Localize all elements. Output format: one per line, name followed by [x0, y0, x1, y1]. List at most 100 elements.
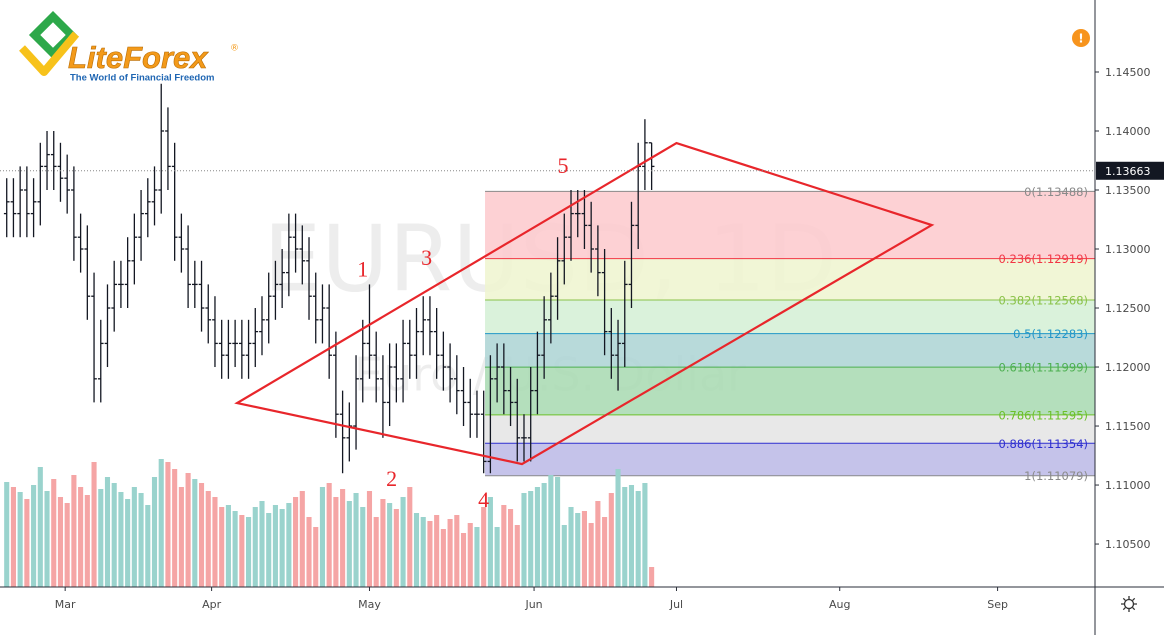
last-price-label: 1.13663 — [1105, 165, 1151, 178]
volume-bar — [434, 515, 440, 587]
volume-bar — [460, 533, 467, 587]
y-tick-label: 1.14500 — [1105, 66, 1151, 79]
volume-bar — [548, 475, 554, 587]
fib-band — [485, 258, 1095, 300]
volume-bar — [252, 507, 258, 587]
alert-circle[interactable] — [1072, 29, 1090, 47]
x-tick-label: Aug — [829, 598, 850, 611]
fib-level-label: 0.886(1.11354) — [999, 437, 1088, 451]
volume-bar — [10, 487, 16, 587]
volume-bar — [346, 501, 352, 587]
volume-bar — [57, 497, 64, 587]
y-tick-label: 1.10500 — [1105, 538, 1151, 551]
volume-bar — [420, 517, 426, 587]
volume-bar — [4, 482, 10, 587]
volume-bar — [602, 517, 608, 587]
volume-bar — [17, 492, 23, 587]
volume-bar — [649, 567, 655, 587]
volume-bar — [185, 473, 191, 587]
diamond-pattern — [234, 141, 935, 466]
volume-bar — [78, 487, 84, 587]
volume-bar — [125, 499, 131, 587]
settings-button[interactable] — [1121, 596, 1137, 612]
fib-band — [485, 299, 1095, 334]
settings-spokes[interactable] — [1121, 596, 1137, 612]
volume-bar — [521, 493, 527, 587]
volume-bar — [373, 517, 379, 587]
x-tick-label: May — [358, 598, 381, 611]
volume-bar — [145, 505, 151, 587]
logo-mark: ® — [230, 44, 239, 54]
fib-band — [485, 333, 1095, 368]
volume-bar — [279, 509, 285, 587]
x-tick-label: Jun — [524, 598, 542, 611]
wave-label: 2 — [386, 466, 397, 491]
volume-bar — [319, 487, 326, 587]
volume-bar — [360, 507, 366, 587]
volume-bar — [104, 477, 111, 587]
volume-bar — [272, 505, 278, 587]
volume-bar — [299, 491, 305, 587]
volume-bar — [98, 489, 104, 587]
volume-bar — [561, 525, 567, 587]
volume-bar — [24, 499, 30, 587]
volume-bar — [286, 503, 292, 587]
volume-bar — [440, 529, 446, 587]
volume-bar — [393, 509, 399, 587]
alert-icon[interactable]: ! — [1072, 29, 1090, 47]
wave-label: 5 — [557, 153, 568, 178]
fib-band — [485, 414, 1095, 444]
volume-bar — [118, 492, 124, 587]
alert-text[interactable]: ! — [1078, 32, 1083, 46]
volume-bar — [534, 487, 540, 587]
volume-bar — [487, 497, 493, 587]
logo-tagline: The World of Financial Freedom — [70, 73, 214, 84]
volume-bar — [622, 487, 628, 587]
x-tick-label: Apr — [202, 598, 222, 611]
volume-bar — [212, 497, 218, 587]
volume-bar — [266, 513, 272, 587]
volume-bar — [628, 485, 635, 587]
volume-bar — [608, 493, 614, 587]
volume-bar — [64, 503, 70, 587]
logo-check — [19, 31, 80, 76]
volume-bar — [447, 519, 453, 587]
x-tick-label: Mar — [55, 598, 76, 611]
volume-bar — [225, 505, 231, 587]
volume-bar — [138, 493, 144, 587]
fib-level-label: 1(1.11079) — [1024, 469, 1088, 483]
wave-label: 3 — [421, 245, 432, 270]
volume-bar — [568, 507, 574, 587]
volume-bar — [541, 483, 547, 587]
volume-bar — [366, 491, 373, 587]
volume-bar — [151, 477, 158, 587]
fib-level-label: 0.618(1.11999) — [999, 361, 1088, 375]
last-price-box — [1096, 161, 1164, 180]
x-tick-label: Sep — [987, 598, 1008, 611]
y-tick-label: 1.11500 — [1105, 420, 1151, 433]
volume-bar — [232, 511, 238, 587]
wave-label: 4 — [478, 487, 489, 512]
y-tick-label: 1.11000 — [1105, 479, 1151, 492]
fib-band — [485, 367, 1095, 415]
settings-gear[interactable] — [1123, 598, 1135, 610]
volume-bar — [507, 509, 514, 587]
volume-bar — [528, 491, 534, 587]
y-tick-label: 1.12000 — [1105, 361, 1151, 374]
volume-bar — [635, 491, 641, 587]
volume-bar — [246, 517, 252, 587]
volume-bar — [575, 513, 581, 587]
volume-bar — [595, 501, 601, 587]
fib-level-label: 0.236(1.12919) — [999, 252, 1088, 266]
volume-bar — [158, 459, 164, 587]
volume-bar — [259, 501, 265, 587]
volume-bar — [380, 499, 386, 587]
y-tick-label: 1.13000 — [1105, 243, 1151, 256]
volume-bar — [293, 497, 299, 587]
volume-bar — [501, 505, 507, 587]
volume-bar — [588, 523, 594, 587]
price-bars — [3, 83, 655, 474]
x-tick-label: Jul — [669, 598, 683, 611]
volume-bar — [219, 507, 225, 587]
fib-retracement: 0(1.13488) 0.236(1.12919) 0.382(1.12568) 0.… — [485, 185, 1095, 483]
